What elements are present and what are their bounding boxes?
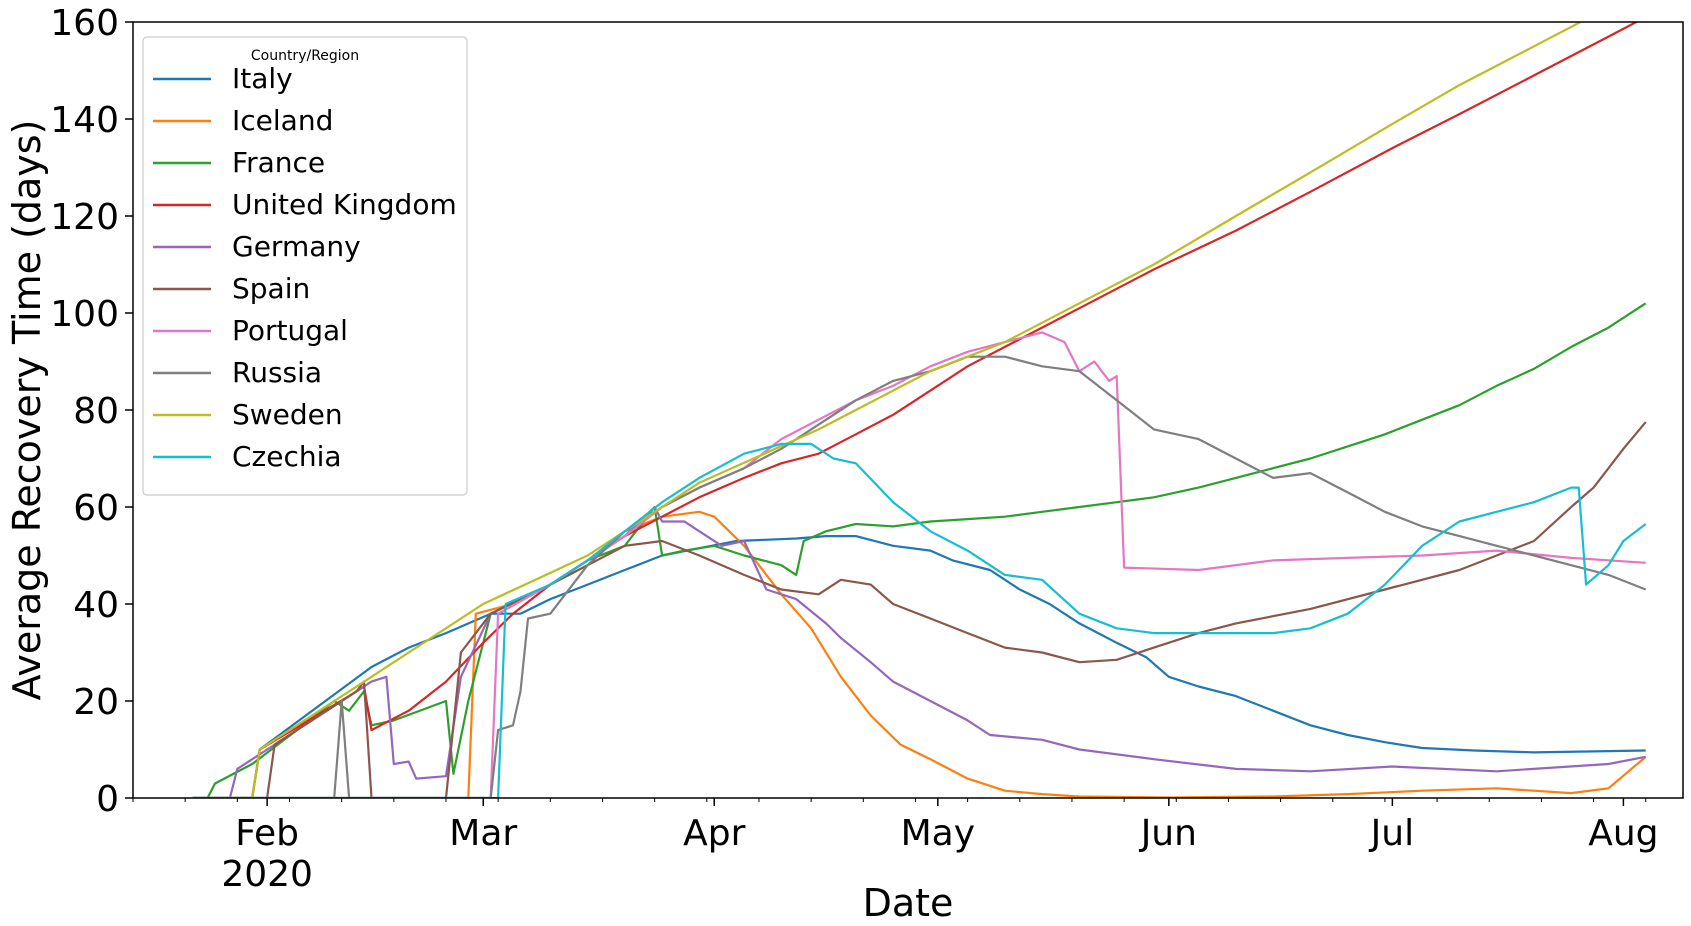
y-tick-label: 120 <box>50 197 119 238</box>
y-tick-label: 0 <box>96 779 119 820</box>
legend-label: Portugal <box>232 314 348 347</box>
legend-box <box>142 36 468 496</box>
legend-item-russia: Russia <box>153 356 322 389</box>
legend-item-italy: Italy <box>153 62 293 95</box>
legend-label: Germany <box>232 230 361 263</box>
y-tick-label: 40 <box>73 585 119 626</box>
y-tick-label: 100 <box>50 294 119 335</box>
series-line-united-kingdom <box>192 22 1639 798</box>
y-tick-label: 20 <box>73 682 119 723</box>
y-axis-title: Average Recovery Time (days) <box>5 120 49 701</box>
series-line-portugal <box>192 331 1646 798</box>
legend-label: France <box>232 146 325 179</box>
legend-label: Russia <box>232 356 322 389</box>
legend-label: Iceland <box>232 104 333 137</box>
y-tick-label: 160 <box>50 3 119 44</box>
series-line-sweden <box>192 22 1583 798</box>
legend-label: Sweden <box>232 398 343 431</box>
series-line-czechia <box>192 442 1647 798</box>
legend-item-united-kingdom: United Kingdom <box>153 188 457 221</box>
legend-item-czechia: Czechia <box>153 440 342 473</box>
y-tick-label: 80 <box>73 391 119 432</box>
series-line-germany <box>192 505 1646 798</box>
legend-item-spain: Spain <box>153 272 310 305</box>
legend-item-sweden: Sweden <box>153 398 343 431</box>
y-tick-label: 140 <box>50 100 119 141</box>
legend-label: United Kingdom <box>232 188 457 221</box>
legend-label: Czechia <box>232 440 342 473</box>
x-tick-label: Apr <box>683 813 745 854</box>
x-tick-label: Jun <box>1139 813 1197 854</box>
y-tick-label: 60 <box>73 488 119 529</box>
legend-item-france: France <box>153 146 325 179</box>
series-line-italy <box>192 534 1646 798</box>
legend-item-portugal: Portugal <box>153 314 348 347</box>
x-tick-sublabel: 2020 <box>221 854 313 895</box>
legend-label: Spain <box>232 272 310 305</box>
series-lines <box>192 22 1647 798</box>
legend: Country/Region Italy Iceland France United … <box>142 36 468 496</box>
x-tick-label: Jul <box>1369 813 1414 854</box>
x-axis-title: Date <box>863 881 954 925</box>
x-tick-label: Aug <box>1588 813 1658 854</box>
x-tick-label: Feb <box>235 813 299 854</box>
x-tick-label: Mar <box>449 813 517 854</box>
x-tick-label: May <box>901 813 975 854</box>
legend-item-germany: Germany <box>153 230 361 263</box>
legend-title: Country/Region <box>251 48 359 64</box>
legend-item-iceland: Iceland <box>153 104 333 137</box>
series-line-spain <box>192 421 1647 798</box>
legend-label: Italy <box>232 62 293 95</box>
